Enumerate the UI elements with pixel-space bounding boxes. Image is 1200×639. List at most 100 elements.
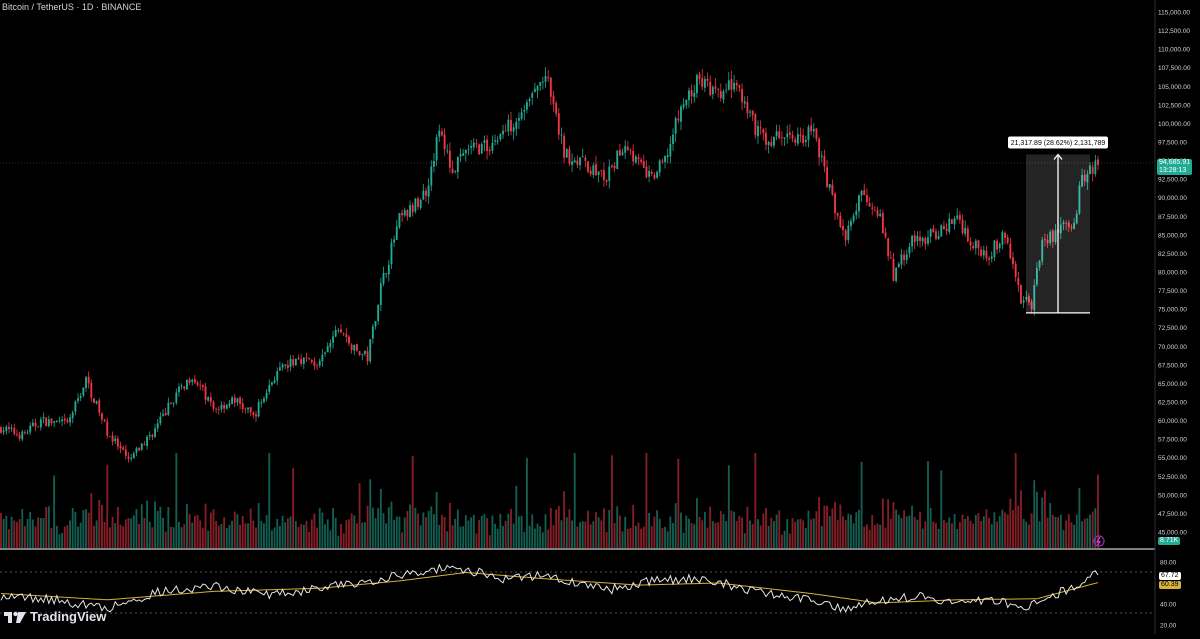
volume-bar: [29, 511, 32, 548]
volume-bar: [77, 526, 79, 548]
volume-bar: [5, 515, 8, 548]
volume-bar: [1006, 514, 1009, 548]
volume-bar: [587, 510, 589, 548]
volume-bar: [1065, 520, 1068, 548]
candle-body: [430, 166, 433, 186]
volume-bar: [1041, 497, 1044, 548]
volume-bar: [462, 526, 465, 548]
candle-body: [302, 357, 305, 364]
candle-body: [8, 426, 10, 430]
candle-body: [53, 421, 56, 423]
candle-body: [820, 155, 823, 157]
volume-bar: [618, 515, 621, 548]
candle-body: [645, 166, 648, 178]
candle-body: [395, 226, 398, 240]
volume-bar: [47, 506, 50, 548]
volume-bar: [103, 522, 106, 548]
candle-body: [610, 165, 613, 168]
measure-tool[interactable]: 21,317.89 (28.62%) 2,131,789: [1008, 136, 1108, 314]
candle-body: [85, 377, 87, 388]
rsi-tick-label: 20.00: [1160, 623, 1177, 630]
volume-bar: [956, 529, 959, 548]
candle-body: [260, 402, 263, 404]
candle-body: [284, 364, 287, 366]
tradingview-logo[interactable]: TradingView: [4, 609, 106, 624]
candle-body: [411, 204, 414, 213]
volume-bar: [961, 514, 964, 548]
volume-bar: [119, 524, 122, 548]
candle-body: [1009, 243, 1012, 258]
volume-bar: [1004, 512, 1006, 548]
volume-bar: [929, 507, 932, 548]
volume-bar: [552, 525, 555, 548]
volume-bar: [523, 531, 526, 548]
volume-bar: [135, 508, 138, 548]
price-tick-label: 77,500.00: [1158, 288, 1187, 295]
candle-body: [831, 184, 834, 195]
candle-body: [664, 155, 666, 163]
volume-bar: [804, 528, 807, 548]
candle-body: [467, 149, 470, 151]
volume-bar: [998, 516, 1001, 548]
volume-bar: [478, 520, 481, 548]
volume-bar: [549, 507, 552, 548]
price-axis[interactable]: 115,000.00 112,500.00 110,000.00 107,500.00…: [1158, 10, 1191, 537]
candle-body: [18, 434, 21, 439]
candle-body: [385, 273, 388, 275]
volume-bar: [1038, 521, 1041, 548]
volume-bar: [164, 531, 167, 548]
candle-body: [565, 148, 568, 158]
volume-bar: [916, 519, 919, 548]
candle-body: [334, 330, 337, 337]
candle-body: [932, 228, 935, 233]
candle-body: [624, 146, 627, 153]
volume-bar: [831, 508, 834, 548]
candle-body: [321, 354, 324, 362]
candle-body: [913, 235, 916, 243]
candle-body: [969, 241, 972, 246]
price-tick-label: 112,500.00: [1158, 28, 1190, 35]
last-price-label: 94,685.91 13:28:13: [1157, 159, 1192, 175]
volume-bar: [597, 517, 600, 548]
volume-bar: [433, 514, 435, 548]
candle-body: [958, 215, 961, 220]
candle-body: [417, 198, 419, 207]
volume-bar: [98, 499, 101, 548]
volume-bar: [108, 527, 111, 548]
volume-bar: [664, 526, 666, 548]
volume-bar: [568, 509, 571, 548]
alert-icon[interactable]: [1093, 535, 1105, 547]
volume-bar: [834, 501, 836, 548]
volume-bar: [682, 532, 685, 548]
volume-bar: [281, 515, 284, 548]
price-tick-label: 62,500.00: [1158, 400, 1187, 407]
volume-bar: [634, 525, 637, 548]
volume-bar: [138, 524, 141, 548]
rsi-pane[interactable]: [0, 563, 1155, 614]
candle-body: [533, 88, 536, 93]
candle-body: [390, 242, 393, 265]
volume-bar: [1046, 517, 1049, 548]
volume-bar: [292, 468, 295, 548]
candle-body: [929, 229, 932, 237]
volume-bar: [308, 531, 311, 548]
candle-body: [927, 237, 929, 244]
rsi-value-label: 67.72: [1159, 572, 1181, 580]
candle-body: [839, 215, 842, 227]
volume-bar: [2, 519, 5, 548]
volume-bar: [61, 533, 64, 548]
symbol-title[interactable]: Bitcoin / TetherUS · 1D · BINANCE: [2, 2, 142, 12]
candle-body: [943, 225, 945, 229]
volume-bar: [178, 521, 180, 548]
volume-bar: [773, 521, 775, 548]
volume-bar: [555, 509, 558, 548]
price-tick-label: 67,500.00: [1158, 362, 1187, 369]
volume-bar: [518, 516, 520, 548]
volume-bar: [414, 507, 417, 548]
volume-bar: [204, 503, 207, 548]
volume-bar: [496, 528, 499, 548]
candle-body: [236, 398, 239, 403]
volume-bar: [446, 531, 449, 548]
